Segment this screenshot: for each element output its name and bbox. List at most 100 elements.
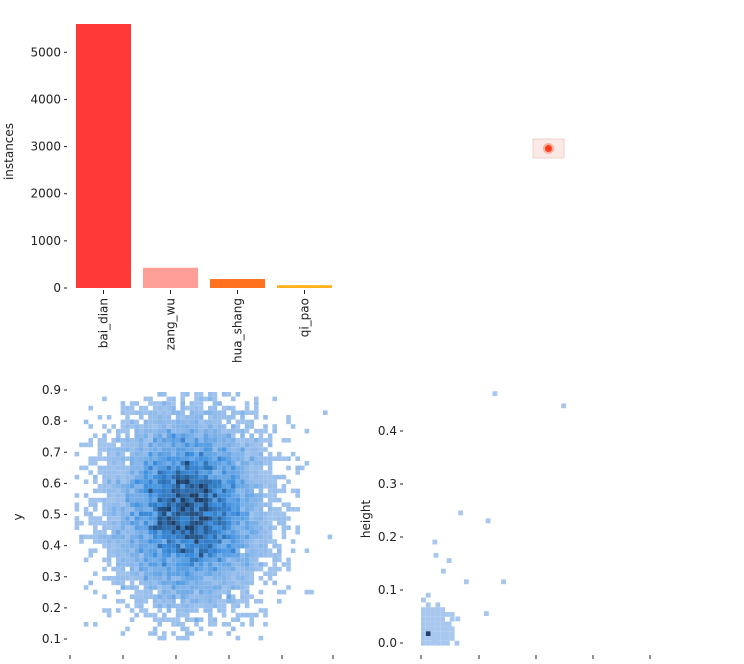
- xy-hist-cell: [102, 507, 107, 512]
- wh-hist-cell: [440, 636, 445, 641]
- xy-hist-cell: [143, 424, 149, 429]
- xy-hist-cell: [272, 456, 277, 461]
- xy-hist-cell: [116, 456, 121, 461]
- xy-hist-cell: [272, 557, 277, 563]
- xy-hist-cell: [106, 511, 112, 517]
- xy-hist-cell: [235, 511, 241, 517]
- xy-hist-cell: [198, 548, 204, 553]
- xy-hist-cell: [171, 599, 176, 604]
- xy-hist-cell: [198, 516, 204, 521]
- xy-hist-cell: [157, 410, 162, 415]
- xy-hist-cell: [235, 525, 241, 530]
- xy-hist-cell: [157, 484, 162, 489]
- xy-hist-cell: [139, 557, 144, 563]
- wh-hist-cell: [425, 636, 431, 641]
- xy-hist-cell: [134, 410, 139, 415]
- xy-hist-cell: [166, 502, 172, 507]
- xy-hist-cell: [185, 488, 190, 494]
- xy-hist-cell: [157, 543, 162, 549]
- xy-hist-cell: [277, 543, 282, 549]
- xy-hist-cell: [175, 433, 181, 438]
- xy-hist-cell: [148, 557, 153, 563]
- xy-hist-cell: [125, 511, 130, 517]
- xy-hist-cell: [88, 424, 93, 429]
- xy-hist-cell: [254, 451, 259, 457]
- xy-hist-cell: [143, 456, 149, 461]
- xy-hist-cell: [166, 479, 172, 484]
- xy-hist-cell: [166, 428, 172, 434]
- xy-hist-cell: [88, 461, 93, 466]
- xy-hist-cell: [162, 424, 167, 429]
- xy-hist-cell: [286, 585, 291, 590]
- xy-hist-cell: [203, 465, 208, 471]
- xy-hist-cell: [249, 474, 254, 480]
- xy-hist-cell: [244, 401, 250, 406]
- wh-hist-cell: [440, 607, 445, 612]
- xy-hist-cell: [162, 451, 167, 457]
- xy-hist-cell: [134, 465, 139, 471]
- xy-hist-cell: [152, 488, 158, 494]
- xy-hist-cell: [226, 470, 231, 475]
- xy-hist-cell: [263, 543, 268, 549]
- xy-hist-cell: [235, 465, 241, 471]
- xy-hist-cell: [221, 461, 227, 466]
- xy-hist-cell: [152, 507, 158, 512]
- wh-hist-outlier: [441, 568, 446, 574]
- xy-hist-cell: [295, 530, 300, 535]
- xy-hist-cell: [217, 479, 222, 484]
- xy-hist-cell: [267, 548, 273, 553]
- xy-hist-cell: [171, 456, 176, 461]
- xy-hist-cell: [258, 474, 264, 480]
- xy-hist-cell: [258, 461, 264, 466]
- xy-hist-cell: [134, 424, 139, 429]
- xy-hist-cell: [254, 484, 259, 489]
- xy-hist-cell: [157, 585, 162, 590]
- xy-hist-cell: [106, 608, 112, 613]
- xy-hist-cell: [185, 557, 190, 563]
- xy-hist-cell: [139, 507, 144, 512]
- xy-hist-cell: [171, 603, 176, 609]
- xy-hist-cell: [309, 589, 314, 595]
- xy-hist-cell: [166, 433, 172, 438]
- xy-hist-cell: [249, 557, 254, 563]
- xy-hist-cell: [134, 474, 139, 480]
- xy-hist-cell: [194, 493, 199, 498]
- xy-hist-cell: [152, 511, 158, 517]
- xy-hist-cell: [143, 511, 149, 517]
- xy-hist-cell: [175, 589, 181, 595]
- xy-hist-cell: [208, 511, 213, 517]
- xy-hist-cell: [143, 438, 149, 443]
- xy-hist-cell: [139, 415, 144, 420]
- xy-hist-cell: [212, 433, 218, 438]
- xy-hist-cell: [83, 493, 89, 498]
- xy-hist-cell: [120, 562, 126, 567]
- xy-hist-cell: [221, 424, 227, 429]
- xy-hist-cell: [189, 566, 195, 572]
- xy-hist-cell: [281, 520, 287, 526]
- xy-hist-cell: [203, 576, 208, 581]
- xy-hist-cell: [194, 484, 199, 489]
- xy-hist-cell: [157, 474, 162, 480]
- xy-hist-cell: [286, 525, 291, 530]
- xy-hist-cell: [143, 571, 149, 576]
- xy-hist-cell: [231, 438, 236, 443]
- xy-hist-cell: [180, 502, 185, 507]
- xy-hist-cell: [244, 479, 250, 484]
- xy-hist-cell: [203, 530, 208, 535]
- xy-hist-cell: [208, 419, 213, 425]
- xy-hist-cell: [254, 534, 259, 540]
- xy-hist-cell: [221, 410, 227, 415]
- wh-hist-cell: [440, 626, 445, 632]
- xy-hist-cell: [134, 438, 139, 443]
- xy-hist-cell: [79, 539, 84, 544]
- xy-hist-cell: [185, 497, 190, 503]
- xy-hist-cell: [226, 594, 231, 599]
- wh-hist-cell: [421, 607, 426, 612]
- xy-hist-cell: [157, 507, 162, 512]
- xy-hist-cell: [231, 442, 236, 448]
- xy-hist-cell: [129, 580, 135, 586]
- xy-hist-cell: [120, 585, 126, 590]
- xy-hist-cell: [175, 470, 181, 475]
- xy-hist-cell: [134, 419, 139, 425]
- wh-hist-outlier: [492, 391, 498, 397]
